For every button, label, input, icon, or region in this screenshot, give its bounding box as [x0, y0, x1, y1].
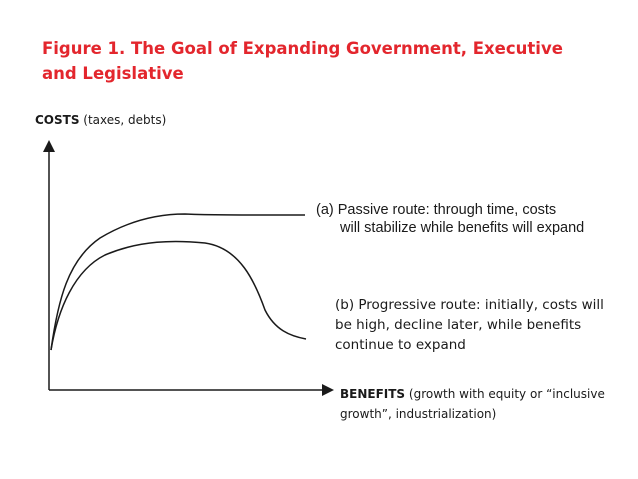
- passive-route-curve: [50, 213, 306, 351]
- x-axis-label-rest: (growth with equity or “inclusive growth…: [340, 387, 605, 421]
- x-axis-label: BENEFITS (growth with equity or “inclusi…: [340, 384, 620, 424]
- passive-route-annotation: (a) Passive route: through time, costs w…: [316, 201, 606, 237]
- y-axis-label: COSTS (taxes, debts): [35, 113, 166, 127]
- progressive-route-annotation: (b) Progressive route: initially, costs …: [335, 297, 604, 353]
- progressive-route-curve: [50, 240, 307, 351]
- passive-route-line2: will stabilize while benefits will expan…: [340, 220, 585, 236]
- passive-route-line1: (a) Passive route: through time, costs: [316, 202, 557, 218]
- y-axis-label-rest: (taxes, debts): [79, 113, 167, 127]
- x-axis-label-bold: BENEFITS: [340, 387, 406, 401]
- figure-title: Figure 1. The Goal of Expanding Governme…: [42, 39, 563, 83]
- y-axis-label-bold: COSTS: [35, 113, 80, 127]
